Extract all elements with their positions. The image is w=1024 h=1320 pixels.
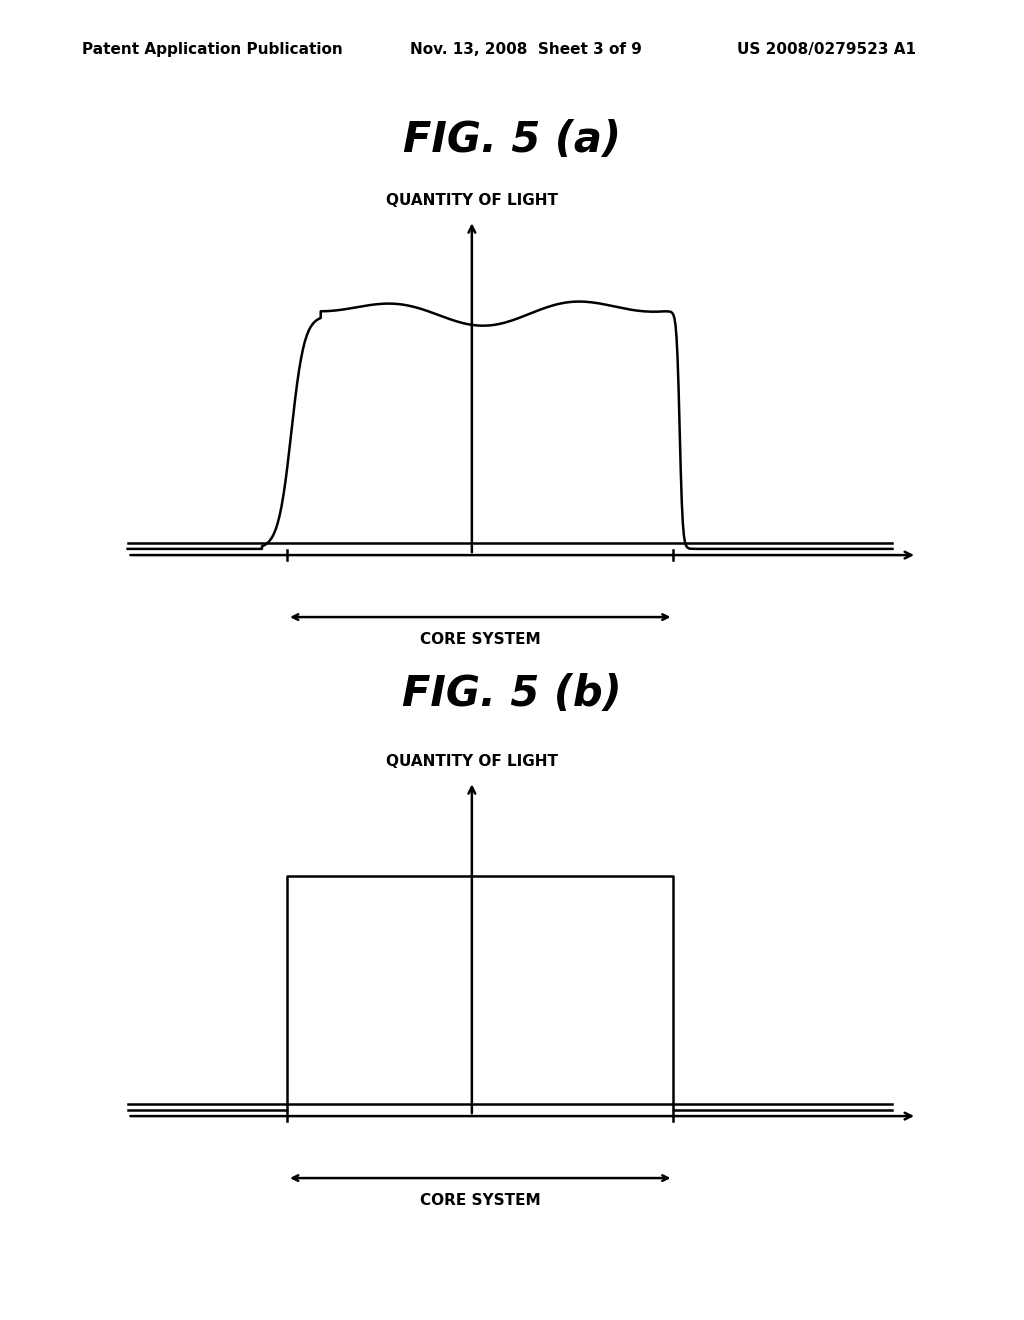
Text: US 2008/0279523 A1: US 2008/0279523 A1 (737, 42, 916, 57)
Text: QUANTITY OF LIGHT: QUANTITY OF LIGHT (386, 193, 558, 209)
Text: CORE SYSTEM: CORE SYSTEM (420, 1192, 541, 1208)
Text: Patent Application Publication: Patent Application Publication (82, 42, 343, 57)
Text: Nov. 13, 2008  Sheet 3 of 9: Nov. 13, 2008 Sheet 3 of 9 (410, 42, 641, 57)
Text: CORE SYSTEM: CORE SYSTEM (420, 631, 541, 647)
Text: FIG. 5 (a): FIG. 5 (a) (403, 119, 621, 161)
Text: QUANTITY OF LIGHT: QUANTITY OF LIGHT (386, 754, 558, 770)
Text: FIG. 5 (b): FIG. 5 (b) (402, 673, 622, 715)
